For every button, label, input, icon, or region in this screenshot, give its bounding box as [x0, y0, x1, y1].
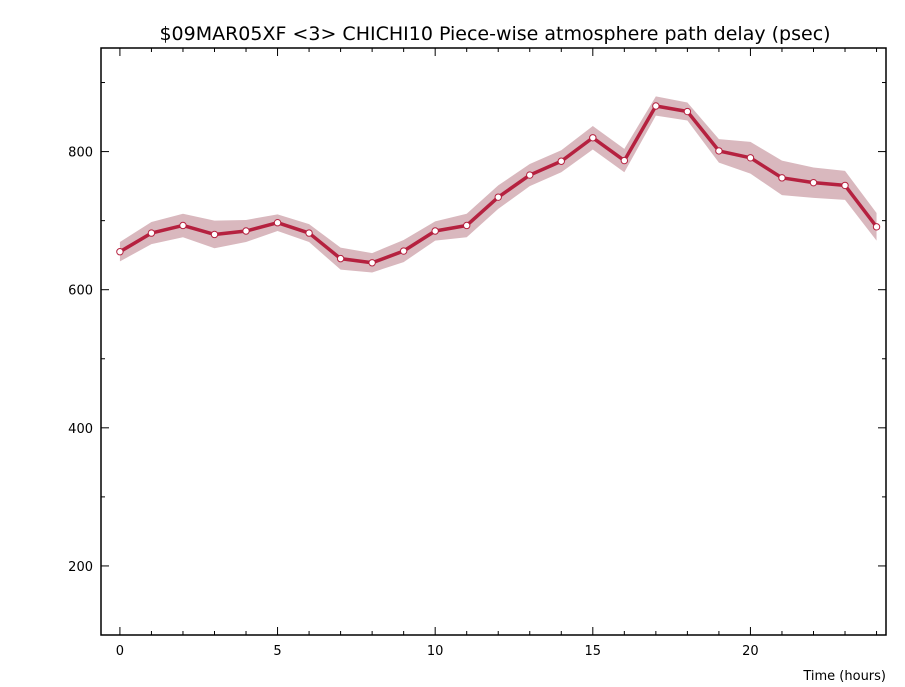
data-point: [620, 156, 629, 165]
data-point: [778, 174, 786, 182]
x-tick-label: 10: [427, 644, 444, 659]
data-point: [746, 154, 755, 162]
uncertainty-band: [119, 96, 877, 273]
y-tick-label: 200: [68, 560, 93, 575]
data-point: [589, 134, 597, 142]
ticks: 0 5 10 15 20 200 400 600 800: [68, 48, 886, 659]
data-point: [809, 178, 818, 187]
x-tick-label: 15: [585, 644, 602, 659]
data-point: [715, 147, 723, 155]
data-point: [305, 229, 313, 237]
data-point: [368, 259, 376, 267]
x-axis-label: Time (hours): [802, 669, 886, 684]
y-tick-label: 800: [68, 146, 93, 161]
x-tick-label: 5: [273, 644, 281, 659]
plot-frame: [100, 47, 887, 636]
data-point: [431, 227, 439, 235]
data-point: [494, 193, 502, 201]
axes: [100, 47, 887, 636]
data-point: [336, 254, 345, 263]
data-point: [242, 227, 250, 235]
data-point: [841, 181, 849, 190]
data-point: [526, 171, 534, 179]
data-point: [683, 107, 692, 116]
y-tick-label: 600: [68, 284, 93, 299]
x-tick-label: 0: [116, 644, 124, 659]
data-point: [147, 229, 156, 237]
data-point: [463, 221, 471, 230]
data-point: [179, 221, 187, 230]
data-points: [116, 102, 881, 267]
x-tick-label: 20: [742, 644, 759, 659]
data-point: [116, 248, 124, 256]
data-point: [557, 157, 565, 165]
data-point: [399, 247, 408, 255]
data-point: [273, 219, 282, 227]
data-point: [872, 223, 881, 231]
data-point: [652, 102, 660, 110]
data-point: [210, 230, 219, 239]
y-tick-label: 400: [68, 422, 93, 437]
chart-title: $09MAR05XF <3> CHICHI10 Piece-wise atmos…: [159, 23, 830, 45]
